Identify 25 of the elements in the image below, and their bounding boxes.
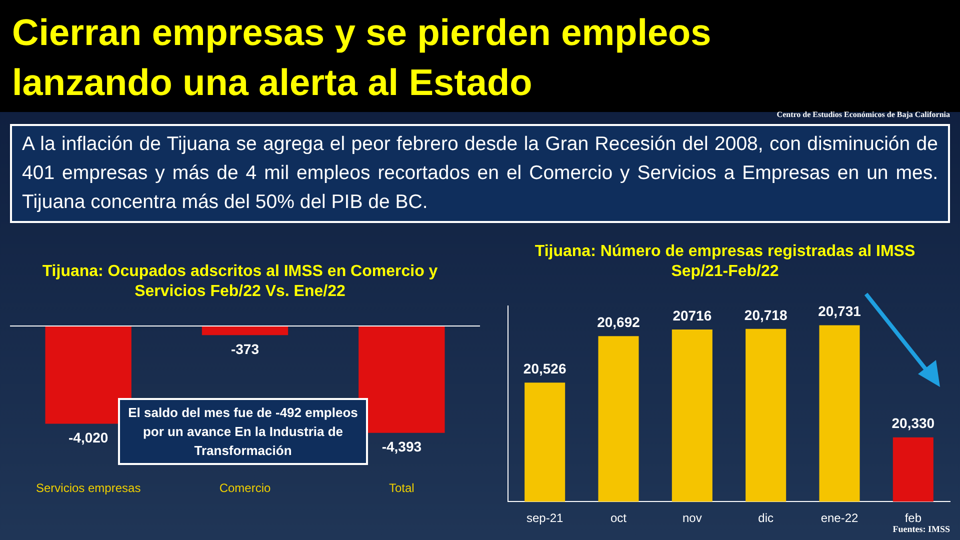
x-tick-label: feb	[904, 511, 922, 526]
text: Centro de Estudios Económicos de Baja California	[776, 110, 950, 119]
text: A la inflación de Tijuana se agrega el peor febrero desde la Gran Recesión del 2008, con disminución de 401 empresas y más de 4 mil empleos recortados en el Comercio y Servicios a Empresas en un mes. Tijuana concentra más del 50% del PIB de BC.	[10, 124, 950, 223]
data-label: 20,692	[597, 314, 640, 330]
chart-title: Tijuana: Ocupados adscritos al IMSS en Comercio y Servicios Feb/22 Vs. Ene/22	[41, 262, 439, 302]
chart-title: Tijuana: Número de empresas registradas al IMSS Sep/21-Feb/22	[534, 242, 916, 282]
data-label: 20716	[672, 307, 712, 324]
annotation: El saldo del mes fue de -492 empleos por un avance En la Industria de Transformación	[118, 398, 368, 465]
x-tick-label: Servicios empresas	[36, 481, 141, 496]
x-tick-label: ene-22	[820, 511, 859, 526]
data-label: 20,330	[892, 415, 935, 432]
data-label: -4,020	[68, 430, 108, 446]
x-tick-label: sep-21	[526, 511, 564, 526]
data-label: 20,526	[523, 360, 566, 376]
text: Cierran empresas y se pierden empleos lanzando una alerta al Estado	[12, 11, 712, 105]
x-tick-label: dic	[758, 511, 774, 526]
x-tick-label: Total	[388, 481, 414, 496]
x-tick-label: oct	[610, 511, 628, 526]
x-tick-label: nov	[682, 511, 702, 526]
x-tick-label: Comercio	[219, 481, 271, 496]
data-label: 20,731	[818, 303, 862, 320]
data-label: 20,718	[744, 306, 788, 323]
data-label: -373	[230, 340, 260, 357]
source-note: Fuentes: IMSS	[892, 524, 950, 534]
data-label: -4,393	[382, 438, 422, 455]
